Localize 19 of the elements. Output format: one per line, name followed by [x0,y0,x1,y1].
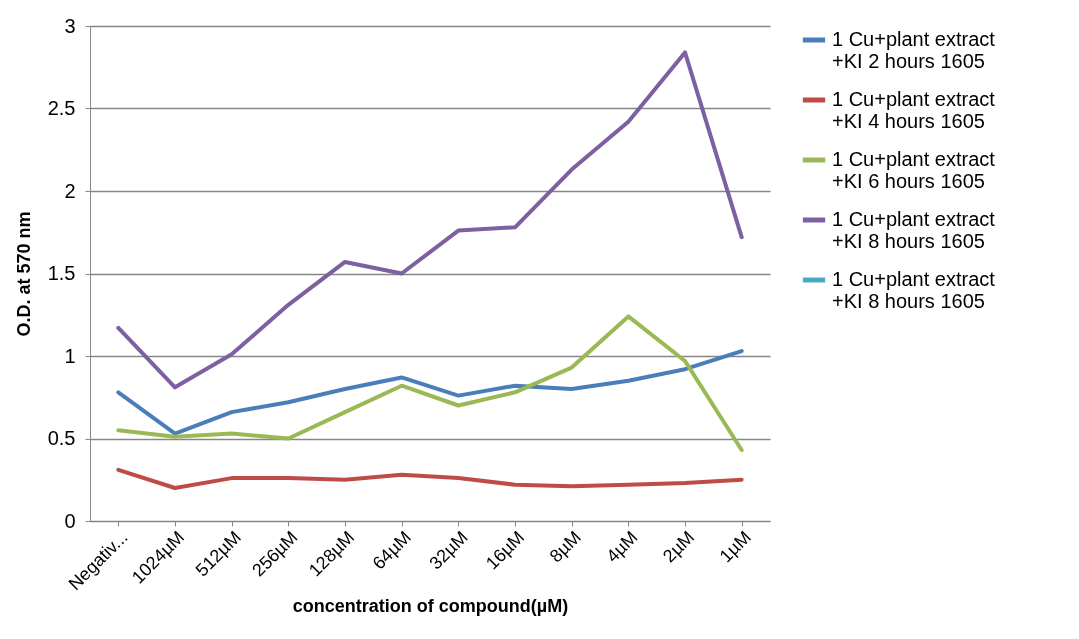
y-tick-label: 0.5 [47,427,76,449]
line-series [116,314,744,453]
y-tick-label: 2.5 [47,97,76,119]
y-tick-label: 1 [64,344,76,367]
x-tick-label: 4µM [602,527,642,567]
line-series [116,467,744,490]
legend-label: 1 Cu+plant extract +KI 2 hours 1605 [832,28,996,72]
legend-label: 1 Cu+plant extract +KI 8 hours 1605 [832,268,996,312]
y-axis-title: O.D. at 570 nm [13,211,34,337]
y-tick-label: 1.5 [47,262,76,284]
line-series [116,349,744,436]
y-tick-label: 3 [64,14,76,37]
legend-label: 1 Cu+plant extract +KI 8 hours 1605 [832,208,996,252]
x-axis-title: concentration of compound(µM) [292,596,569,617]
legend-label: 1 Cu+plant extract +KI 6 hours 1605 [832,148,996,192]
legend-label: 1 Cu+plant extract +KI 4 hours 1605 [832,88,996,132]
y-tick-label: 2 [64,179,76,202]
line-series [116,50,744,390]
y-tick-label: 0 [64,509,76,532]
